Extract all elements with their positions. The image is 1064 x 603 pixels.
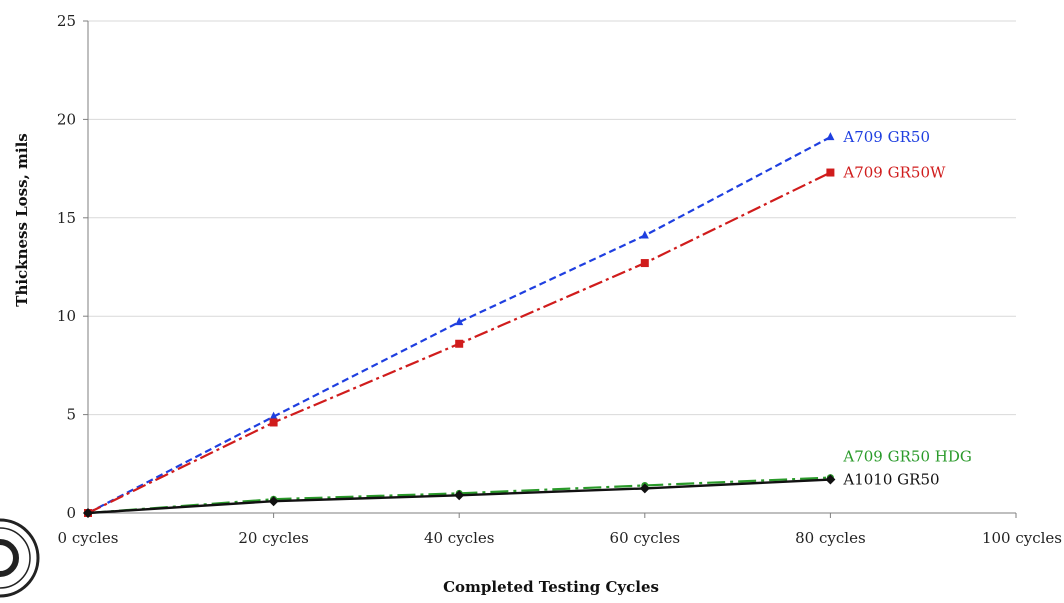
data-point: [269, 411, 278, 420]
y-tick-label: 5: [66, 406, 76, 424]
logo: [0, 518, 40, 598]
y-tick-label: 25: [57, 12, 76, 30]
data-point: [269, 418, 278, 427]
data-point: [454, 490, 465, 501]
data-point: [826, 168, 835, 177]
series-labels: A709 GR50 A709 GR50W A709 GR50 HDG A1010 GR…: [842, 128, 971, 488]
data-point: [455, 339, 464, 348]
x-tick-label: 60 cycles: [610, 529, 681, 547]
series-label: A709 GR50W: [842, 164, 946, 182]
data-point: [83, 508, 93, 518]
series-label: A1010 GR50: [842, 471, 939, 489]
data-point: [640, 259, 649, 268]
x-tick-label: 40 cycles: [424, 529, 495, 547]
series-line: [87, 476, 831, 515]
tick-labels: 0 5 10 15 20 25 0 cycles 20 cycles 40 cycles 60 c…: [57, 12, 1062, 547]
data-point: [826, 132, 835, 141]
axes: [83, 20, 1017, 518]
y-axis-title: Thickness Loss, mils: [13, 133, 31, 306]
y-tick-label: 0: [66, 504, 76, 522]
x-tick-label: 20 cycles: [238, 529, 309, 547]
series-a1010-gr50: [83, 474, 836, 518]
data-point: [268, 496, 279, 507]
series-a709-gr50: [84, 132, 835, 516]
x-tick-label: 100 cycles: [982, 529, 1062, 547]
x-tick-label: 80 cycles: [795, 529, 866, 547]
x-tick-label: 0 cycles: [58, 529, 119, 547]
y-tick-label: 20: [57, 110, 76, 128]
series-label: A709 GR50: [842, 128, 930, 146]
y-tick-label: 15: [57, 209, 76, 227]
series-group: [83, 132, 836, 518]
data-point: [455, 317, 464, 326]
series-a709-gr50w: [84, 168, 835, 517]
series-label: A709 GR50 HDG: [842, 448, 971, 466]
data-point: [825, 474, 836, 485]
data-point: [639, 483, 650, 494]
gridlines: [88, 20, 1016, 416]
y-tick-label: 10: [57, 307, 76, 325]
x-axis-title: Completed Testing Cycles: [443, 578, 659, 596]
data-point: [640, 230, 649, 239]
